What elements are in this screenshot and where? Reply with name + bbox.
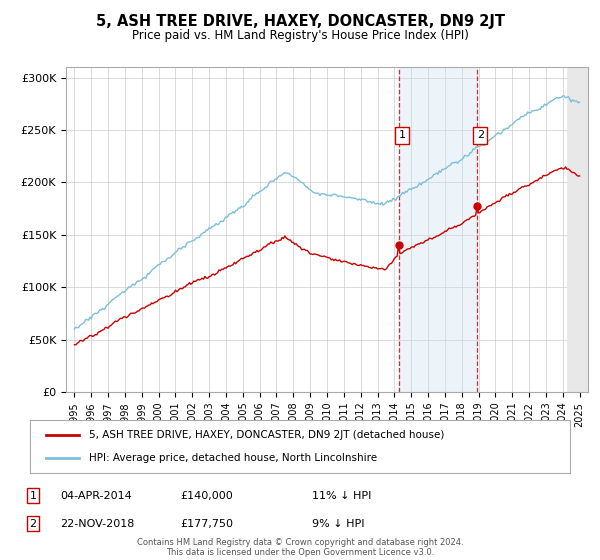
Text: 5, ASH TREE DRIVE, HAXEY, DONCASTER, DN9 2JT (detached house): 5, ASH TREE DRIVE, HAXEY, DONCASTER, DN9…: [89, 430, 445, 440]
Bar: [398, 67, 477, 392]
Text: 1: 1: [29, 491, 37, 501]
Text: 11% ↓ HPI: 11% ↓ HPI: [312, 491, 371, 501]
Text: 2: 2: [476, 130, 484, 141]
Text: 9% ↓ HPI: 9% ↓ HPI: [312, 519, 365, 529]
Text: Price paid vs. HM Land Registry's House Price Index (HPI): Price paid vs. HM Land Registry's House …: [131, 29, 469, 42]
Bar: [567, 67, 588, 392]
Text: £177,750: £177,750: [180, 519, 233, 529]
Text: 5, ASH TREE DRIVE, HAXEY, DONCASTER, DN9 2JT: 5, ASH TREE DRIVE, HAXEY, DONCASTER, DN9…: [95, 14, 505, 29]
Text: 1: 1: [398, 130, 406, 141]
Text: 22-NOV-2018: 22-NOV-2018: [60, 519, 134, 529]
Text: 04-APR-2014: 04-APR-2014: [60, 491, 132, 501]
Text: Contains HM Land Registry data © Crown copyright and database right 2024.
This d: Contains HM Land Registry data © Crown c…: [137, 538, 463, 557]
Text: £140,000: £140,000: [180, 491, 233, 501]
Text: 2: 2: [29, 519, 37, 529]
Text: HPI: Average price, detached house, North Lincolnshire: HPI: Average price, detached house, Nort…: [89, 453, 377, 463]
